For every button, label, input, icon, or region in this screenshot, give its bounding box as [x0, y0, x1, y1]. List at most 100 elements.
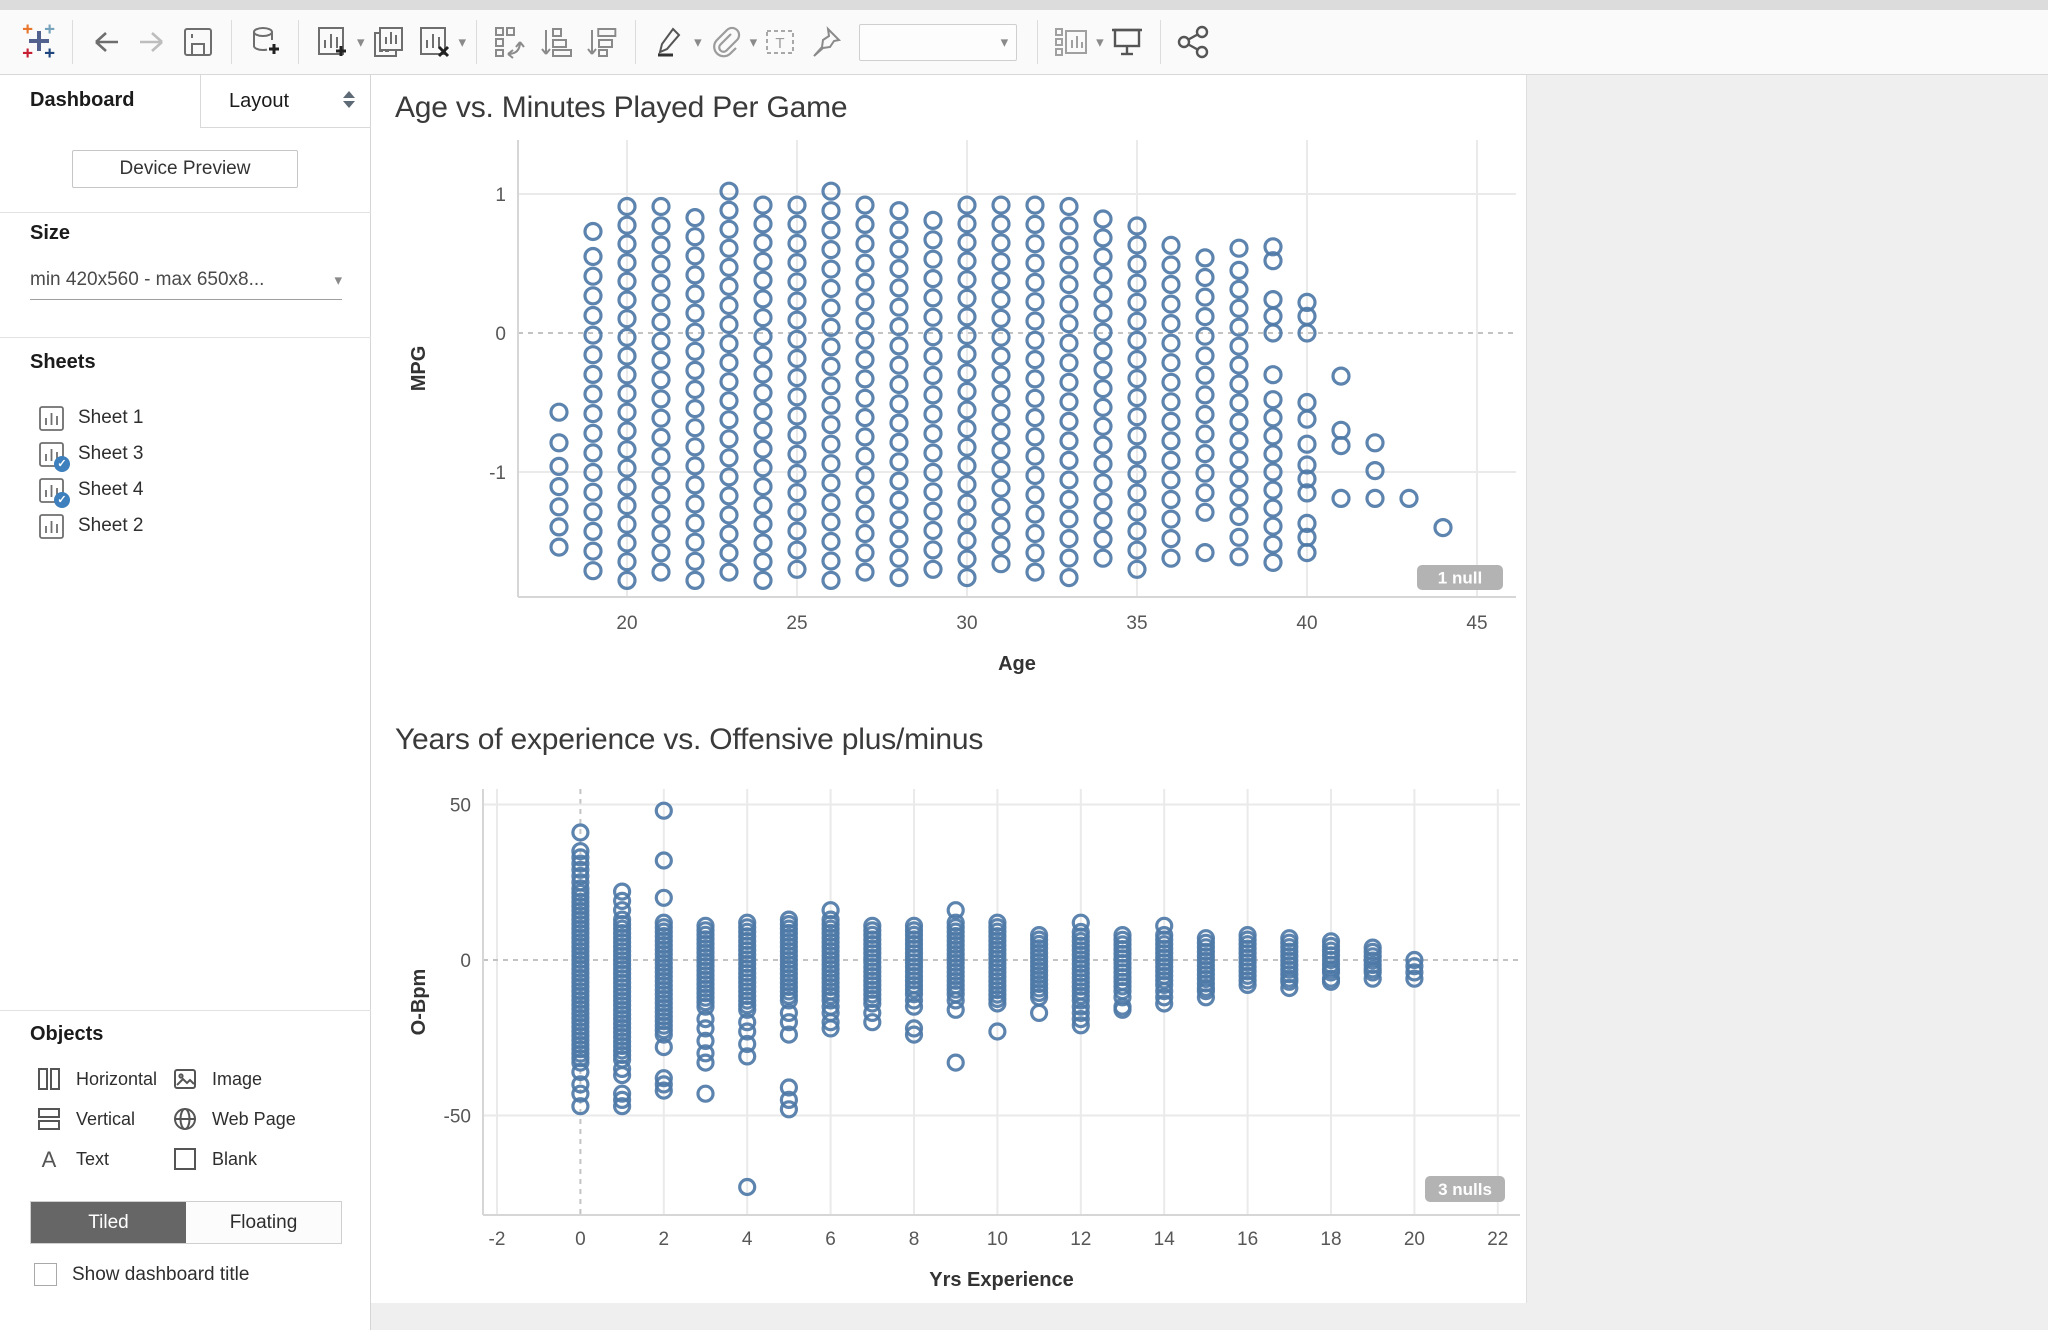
mark[interactable]: [923, 346, 943, 366]
mark[interactable]: [617, 402, 637, 422]
mark[interactable]: [617, 514, 637, 534]
mark[interactable]: [1399, 488, 1419, 508]
mark[interactable]: [957, 325, 977, 346]
object-image[interactable]: Image: [172, 1066, 262, 1092]
mark[interactable]: [1195, 287, 1215, 307]
mark[interactable]: [787, 502, 807, 522]
mark[interactable]: [654, 1038, 673, 1057]
mark[interactable]: [889, 355, 909, 375]
redo-button[interactable]: [129, 19, 175, 65]
mark[interactable]: [1297, 292, 1317, 312]
mark[interactable]: [1071, 991, 1090, 1010]
mark[interactable]: [1059, 372, 1079, 392]
mark[interactable]: [889, 452, 909, 472]
mark[interactable]: [1093, 228, 1113, 248]
mark[interactable]: [1059, 294, 1079, 314]
mark[interactable]: [719, 524, 739, 544]
mark[interactable]: [889, 336, 909, 356]
mark[interactable]: [549, 497, 569, 517]
mark[interactable]: [1127, 273, 1147, 293]
mark[interactable]: [991, 271, 1011, 291]
mark[interactable]: [583, 364, 603, 384]
mark[interactable]: [1025, 427, 1045, 447]
mark[interactable]: [1365, 461, 1385, 481]
mark[interactable]: [1196, 982, 1216, 1001]
mark[interactable]: [1195, 307, 1215, 327]
show-hide-cards-dropdown[interactable]: ▾: [1096, 34, 1104, 51]
mark[interactable]: [1093, 360, 1113, 380]
mark[interactable]: [923, 230, 943, 250]
mark[interactable]: [1025, 330, 1045, 350]
mark[interactable]: [787, 195, 807, 215]
mark[interactable]: [571, 1075, 590, 1094]
mark[interactable]: [991, 233, 1011, 253]
mark[interactable]: [1127, 235, 1147, 255]
mark[interactable]: [1297, 409, 1317, 429]
mark[interactable]: [889, 220, 909, 240]
size-select[interactable]: min 420x560 - max 650x8... ▾: [30, 260, 342, 300]
sheet-item[interactable]: ✓ Sheet 3: [0, 436, 370, 472]
mark[interactable]: [957, 232, 977, 253]
mark[interactable]: [855, 234, 875, 254]
mark[interactable]: [923, 520, 943, 541]
mark[interactable]: [583, 482, 603, 502]
mark[interactable]: [617, 440, 637, 460]
mark[interactable]: [821, 1019, 840, 1038]
mark[interactable]: [1229, 488, 1249, 508]
mark[interactable]: [1127, 216, 1147, 236]
mark[interactable]: [821, 220, 841, 240]
mark[interactable]: [855, 388, 875, 408]
mark[interactable]: [1059, 470, 1079, 490]
mark[interactable]: [1127, 369, 1147, 389]
mark[interactable]: [991, 422, 1011, 442]
mark[interactable]: [617, 271, 637, 291]
clear-sheet-dropdown[interactable]: ▾: [458, 34, 467, 51]
mark[interactable]: [549, 402, 569, 422]
mark[interactable]: [889, 259, 909, 279]
mark[interactable]: [651, 254, 671, 274]
mark[interactable]: [685, 456, 705, 476]
mark[interactable]: [787, 483, 807, 503]
mark[interactable]: [617, 196, 637, 217]
mark[interactable]: [991, 327, 1011, 347]
mark[interactable]: [1113, 1000, 1132, 1019]
mark[interactable]: [651, 466, 671, 486]
mark[interactable]: [1093, 397, 1113, 417]
mark[interactable]: [821, 181, 841, 201]
mark[interactable]: [821, 415, 841, 435]
mark[interactable]: [855, 543, 875, 563]
mark[interactable]: [855, 330, 875, 350]
mark[interactable]: [1365, 433, 1385, 453]
mark[interactable]: [685, 475, 705, 495]
mark[interactable]: [1093, 341, 1113, 361]
mark[interactable]: [923, 327, 943, 347]
mark[interactable]: [855, 311, 875, 331]
mark[interactable]: [1229, 260, 1249, 280]
mark[interactable]: [719, 181, 739, 201]
mark[interactable]: [1161, 353, 1181, 373]
mark[interactable]: [904, 1025, 924, 1044]
mark[interactable]: [696, 997, 715, 1016]
mark[interactable]: [651, 427, 671, 447]
mark[interactable]: [855, 446, 875, 466]
mark[interactable]: [685, 551, 705, 571]
mark[interactable]: [1331, 420, 1351, 440]
mark[interactable]: [753, 364, 773, 384]
mark[interactable]: [613, 1090, 632, 1109]
mark[interactable]: [719, 391, 739, 411]
mark[interactable]: [1161, 255, 1181, 275]
mark[interactable]: [719, 486, 739, 506]
mark[interactable]: [685, 227, 705, 247]
new-worksheet-button[interactable]: [309, 19, 355, 65]
mark[interactable]: [1093, 416, 1113, 436]
mark[interactable]: [1297, 455, 1317, 475]
mark[interactable]: [1263, 516, 1283, 536]
mark[interactable]: [1093, 454, 1113, 474]
mark[interactable]: [991, 346, 1011, 366]
mark[interactable]: [787, 272, 807, 292]
mark[interactable]: [1059, 431, 1079, 451]
mark[interactable]: [753, 195, 773, 215]
mark[interactable]: [855, 408, 875, 428]
mark[interactable]: [863, 1013, 882, 1032]
mark[interactable]: [617, 458, 637, 478]
